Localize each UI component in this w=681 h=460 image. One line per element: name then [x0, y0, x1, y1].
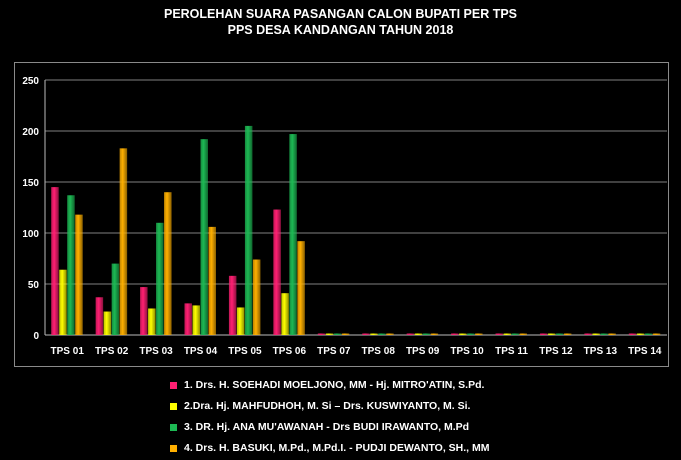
y-tick-label: 150	[22, 178, 39, 189]
bar-series-3	[333, 333, 342, 335]
bar-series-2	[325, 333, 334, 335]
bar-series-1	[406, 333, 415, 335]
bar-series-2	[636, 333, 645, 335]
bar-series-3	[111, 263, 120, 335]
y-tick-label: 100	[22, 229, 39, 240]
bar-series-1	[362, 333, 370, 335]
bar-series-2	[370, 333, 378, 335]
bar-series-4	[75, 214, 83, 335]
y-tick-label: 50	[28, 280, 40, 291]
bar-series-2	[103, 311, 112, 335]
x-tick-label: TPS 13	[584, 346, 618, 357]
plot-area: 0 50 100 150 200 250 TPS 01 TPS 02 TPS 03 TPS 04 T…	[14, 62, 669, 367]
bar-series-1	[184, 303, 192, 335]
bar-series-4	[386, 333, 394, 335]
legend-swatch	[170, 444, 177, 452]
bar-series-2	[148, 308, 156, 335]
bar-series-3	[467, 333, 475, 335]
bar-series-1	[451, 333, 459, 335]
x-tick-label: TPS 10	[450, 346, 484, 357]
bar-series-4	[297, 241, 305, 335]
x-tick-label: TPS 05	[228, 346, 262, 357]
x-tick-label: TPS 12	[539, 346, 573, 357]
x-tick-label: TPS 01	[51, 346, 85, 357]
legend-label: 1. Drs. H. SOEHADI MOELJONO, MM - Hj. MI…	[184, 379, 485, 391]
x-tick-label: TPS 04	[184, 346, 218, 357]
bar-series-1	[228, 275, 237, 335]
x-tick-label: TPS 03	[139, 346, 173, 357]
bar-series-1	[51, 187, 59, 335]
bar-series-2	[192, 305, 200, 335]
chart-title-block: PEROLEHAN SUARA PASANGAN CALON BUPATI PE…	[0, 6, 681, 38]
y-tick-label: 250	[22, 76, 39, 87]
x-tick-label: TPS 07	[317, 346, 351, 357]
legend-item: 2.Dra. Hj. MAHFUDHOH, M. Si – Drs. KUSWI…	[170, 397, 490, 415]
bar-series-1	[495, 333, 503, 335]
bar-series-1	[95, 297, 104, 335]
legend-item: 3. DR. Hj. ANA MU'AWANAH - Drs BUDI IRAW…	[170, 418, 490, 436]
legend-label: 3. DR. Hj. ANA MU'AWANAH - Drs BUDI IRAW…	[184, 421, 470, 433]
bar-series-4	[208, 226, 216, 335]
bar-series-4	[430, 333, 439, 335]
bar-series-3	[378, 333, 386, 335]
bar-series-4	[475, 333, 483, 335]
bar-series-2	[281, 293, 289, 335]
y-tick-label: 200	[22, 127, 39, 138]
legend-swatch	[170, 381, 177, 389]
x-tick-label: TPS 14	[628, 346, 662, 357]
bar-series-2	[236, 307, 245, 335]
legend-swatch	[170, 402, 177, 410]
chart-subtitle: PPS DESA KANDANGAN TAHUN 2018	[227, 23, 454, 37]
y-tick-label: 0	[33, 331, 39, 342]
legend-swatch	[170, 423, 177, 431]
bar-series-1	[539, 333, 548, 335]
x-tick-label: TPS 08	[362, 346, 396, 357]
chart-title: PEROLEHAN SUARA PASANGAN CALON BUPATI PE…	[163, 7, 518, 21]
x-tick-label: TPS 09	[406, 346, 440, 357]
bar-series-4	[608, 333, 616, 335]
bar-series-1	[317, 333, 326, 335]
bar-series-4	[252, 259, 261, 335]
bar-series-3	[156, 222, 164, 335]
bar-series-3	[422, 333, 431, 335]
bar-series-1	[140, 287, 148, 335]
x-tick-label: TPS 02	[95, 346, 129, 357]
bar-series-2	[414, 333, 423, 335]
bar-series-3	[289, 134, 297, 335]
bar-series-3	[600, 333, 608, 335]
bar-series-2	[459, 333, 467, 335]
legend: 1. Drs. H. SOEHADI MOELJONO, MM - Hj. MI…	[170, 376, 490, 460]
bar-series-3	[644, 333, 653, 335]
legend-label: 4. Drs. H. BASUKI, M.Pd., M.Pd.I. - PUDJ…	[184, 442, 490, 454]
x-tick-label: TPS 11	[495, 346, 528, 357]
legend-item: 1. Drs. H. SOEHADI MOELJONO, MM - Hj. MI…	[170, 376, 490, 394]
bar-series-3	[511, 333, 519, 335]
bar-series-3	[67, 195, 75, 335]
bar-series-4	[164, 192, 172, 335]
bar-series-2	[503, 333, 511, 335]
bar-chart: 0 50 100 150 200 250 TPS 01 TPS 02 TPS 03 TPS 04 T…	[22, 76, 667, 357]
bar-series-3	[555, 333, 564, 335]
bar-series-4	[519, 333, 527, 335]
bar-series-1	[584, 333, 592, 335]
bar-series-4	[119, 148, 128, 335]
bar-series-1	[628, 333, 637, 335]
legend-label: 2.Dra. Hj. MAHFUDHOH, M. Si – Drs. KUSWI…	[184, 400, 471, 412]
bar-series-4	[563, 333, 572, 335]
bar-series-4	[652, 333, 661, 335]
x-tick-label: TPS 06	[273, 346, 307, 357]
bar-series-2	[547, 333, 556, 335]
bar-series-3	[244, 125, 253, 336]
bar-series-1	[273, 209, 281, 335]
bar-series-2	[59, 269, 67, 335]
bar-series-3	[200, 139, 208, 335]
legend-item: 4. Drs. H. BASUKI, M.Pd., M.Pd.I. - PUDJ…	[170, 439, 490, 457]
bar-series-4	[341, 333, 350, 335]
bar-series-2	[592, 333, 600, 335]
